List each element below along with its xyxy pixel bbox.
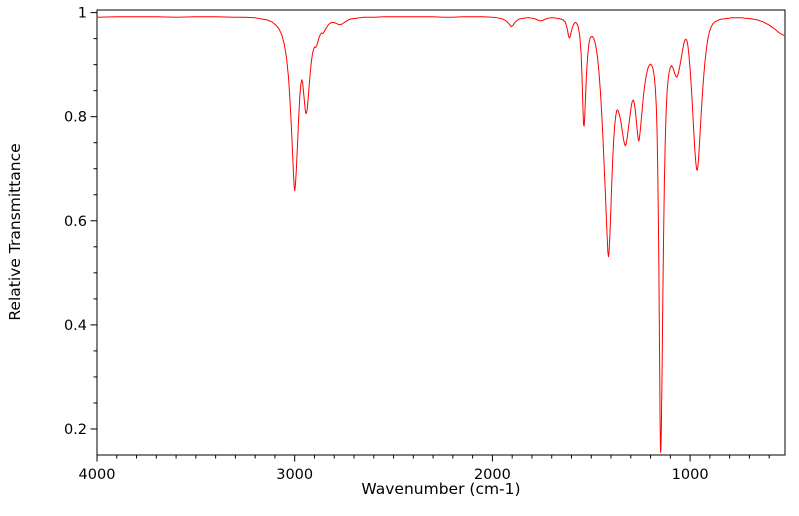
x-tick-label: 4000 xyxy=(79,467,116,483)
y-tick-label: 0.4 xyxy=(64,318,87,334)
y-tick-label: 0.6 xyxy=(64,214,87,230)
x-tick-label: 1000 xyxy=(672,467,709,483)
spectrum-line xyxy=(96,16,786,453)
y-tick-label: 0.8 xyxy=(64,110,87,126)
y-axis-label: Relative Transmittance xyxy=(6,143,24,321)
x-tick-label: 3000 xyxy=(276,467,313,483)
x-axis-ticks: 4000 3000 2000 1000 xyxy=(79,455,770,483)
y-axis-ticks: 0.2 0.4 0.6 0.8 1 xyxy=(64,6,97,438)
x-tick-label: 2000 xyxy=(474,467,511,483)
y-tick-label: 0.2 xyxy=(64,422,87,438)
x-axis-label: Wavenumber (cm-1) xyxy=(361,480,521,498)
plot-border xyxy=(96,9,786,456)
y-tick-label: 1 xyxy=(78,6,87,22)
